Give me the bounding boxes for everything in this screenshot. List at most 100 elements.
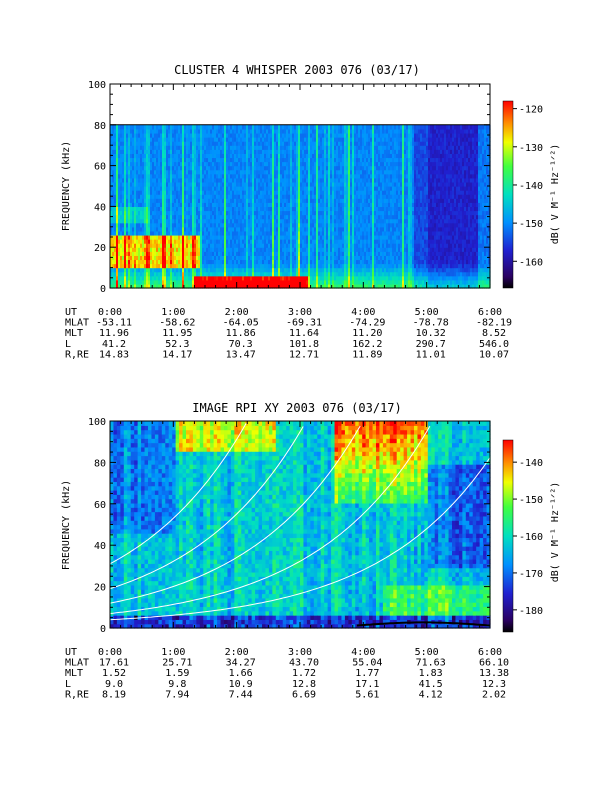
spectrogram-cell	[230, 161, 233, 167]
spectrogram-cell	[138, 239, 141, 244]
spectrogram-cell	[298, 202, 301, 207]
spectrogram-cell	[206, 149, 209, 154]
spectrogram-cell	[268, 153, 271, 159]
spectrogram-cell	[136, 149, 139, 154]
spectrogram-cell	[156, 149, 159, 154]
spectrogram-cell	[294, 153, 297, 159]
spectrogram-cell	[346, 124, 349, 130]
spectrogram-cell	[232, 275, 235, 281]
spectrogram-cell	[262, 145, 265, 150]
spectrogram-cell	[250, 275, 253, 281]
spectrogram-cell	[294, 173, 297, 179]
spectrogram-cell	[258, 202, 261, 207]
spectrogram-cell	[220, 137, 223, 142]
spectrogram-cell	[336, 157, 339, 163]
spectrogram-cell	[258, 173, 261, 179]
spectrogram-cell	[246, 247, 249, 252]
spectrogram-cell	[274, 198, 277, 203]
spectrogram-cell	[242, 271, 245, 277]
spectrogram-cell	[336, 283, 339, 289]
spectrogram-cell	[152, 255, 155, 261]
spectrogram-cell	[358, 181, 361, 187]
spectrogram-cell	[214, 239, 217, 244]
spectrogram-cell	[130, 230, 133, 236]
spectrogram-cell	[254, 243, 257, 248]
spectrogram-cell	[356, 157, 359, 163]
spectrogram-cell	[232, 161, 235, 167]
spectrogram-cell	[276, 198, 279, 203]
spectrogram-cell	[234, 157, 237, 163]
spectrogram-cell	[188, 181, 191, 187]
spectrogram-cell	[274, 173, 277, 179]
spectrogram-cell	[194, 230, 197, 236]
spectrogram-cell	[336, 202, 339, 207]
spectrogram-cell	[240, 283, 243, 289]
spectrogram-cell	[120, 141, 123, 146]
spectrogram-cell	[238, 230, 241, 236]
spectrogram-cell	[244, 230, 247, 236]
spectrogram-cell	[132, 173, 135, 179]
spectrogram-cell	[324, 214, 327, 220]
spectrogram-cell	[134, 190, 137, 195]
spectrogram-cell	[254, 259, 257, 265]
spectrogram-cell	[250, 190, 253, 195]
spectrogram-cell	[252, 153, 255, 159]
spectrogram-cell	[154, 234, 157, 240]
spectrogram-cell	[242, 181, 245, 187]
spectrogram-cell	[236, 271, 239, 277]
spectrogram-cell	[258, 251, 261, 256]
spectrogram-cell	[282, 255, 285, 261]
spectrogram-cell	[142, 177, 145, 183]
spectrogram-cell	[162, 173, 165, 179]
spectrogram-cell	[316, 271, 319, 277]
spectrogram-cell	[354, 141, 357, 146]
spectrogram-cell	[118, 149, 121, 154]
spectrogram-cell	[256, 267, 259, 273]
spectrogram-cell	[122, 173, 125, 179]
spectrogram-cell	[186, 247, 189, 252]
spectrogram-cell	[182, 161, 185, 167]
spectrogram-cell	[264, 165, 267, 171]
spectrogram-cell	[122, 161, 125, 167]
spectrogram-cell	[320, 210, 323, 216]
spectrogram-cell	[326, 214, 329, 220]
spectrogram-cell	[304, 279, 307, 285]
spectrogram-cell	[142, 210, 145, 216]
spectrogram-cell	[200, 243, 203, 248]
spectrogram-cell	[114, 259, 117, 265]
spectrogram-cell	[208, 173, 211, 179]
spectrogram-cell	[226, 132, 229, 138]
spectrogram-cell	[118, 222, 121, 228]
spectrogram-cell	[160, 157, 163, 163]
spectrogram-cell	[338, 141, 341, 146]
spectrogram-cell	[118, 271, 121, 277]
spectrogram-cell	[142, 271, 145, 277]
spectrogram-cell	[336, 137, 339, 142]
spectrogram-cell	[320, 218, 323, 224]
spectrogram-cell	[192, 141, 195, 146]
spectrogram-cell	[190, 132, 193, 138]
spectrogram-cell	[352, 124, 355, 130]
spectrogram-cell	[354, 247, 357, 252]
spectrogram-cell	[268, 239, 271, 244]
spectrogram-cell	[134, 263, 137, 269]
spectrogram-cell	[284, 137, 287, 142]
spectrogram-cell	[206, 222, 209, 228]
spectrogram-cell	[110, 226, 113, 232]
spectrogram-cell	[246, 181, 249, 187]
spectrogram-cell	[190, 128, 193, 134]
spectrogram-cell	[308, 279, 311, 285]
spectrogram-cell	[318, 141, 321, 146]
spectrogram-cell	[256, 169, 259, 175]
spectrogram-cell	[126, 157, 129, 163]
spectrogram-cell	[322, 194, 325, 199]
spectrogram-cell	[116, 259, 119, 265]
spectrogram-cell	[274, 251, 277, 256]
spectrogram-cell	[284, 234, 287, 240]
spectrogram-cell	[180, 153, 183, 159]
spectrogram-cell	[302, 161, 305, 167]
spectrogram-cell	[316, 206, 319, 212]
spectrogram-cell	[250, 137, 253, 142]
spectrogram-cell	[116, 230, 119, 236]
spectrogram-cell	[118, 234, 121, 240]
